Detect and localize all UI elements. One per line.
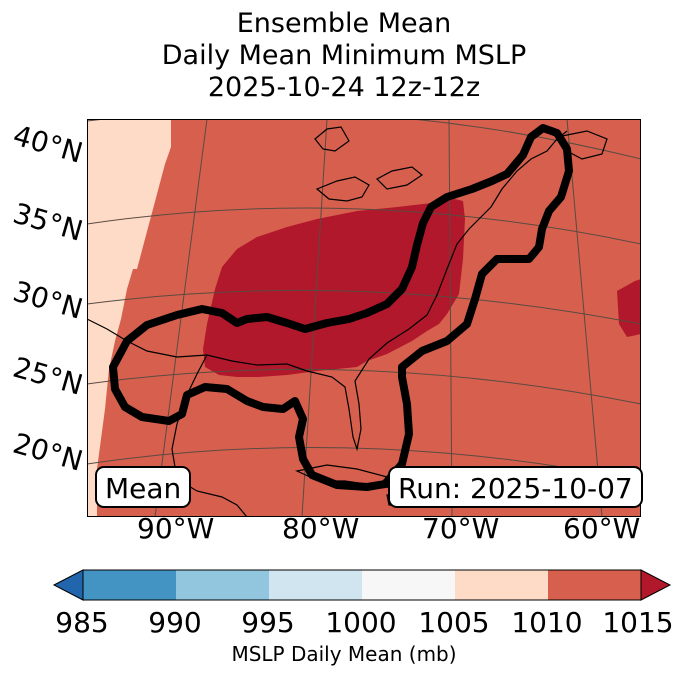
colorbar [52, 569, 672, 601]
title-line-1: Ensemble Mean [236, 8, 452, 39]
colorbar-bin-990 [176, 570, 269, 600]
lon-label-90w: 90°W [137, 512, 215, 545]
lat-label-40: 40°N [9, 118, 87, 170]
colorbar-over-arrow [640, 569, 672, 601]
colorbar-bin-1005 [455, 570, 548, 600]
colorbar-tick-1005: 1005 [418, 606, 490, 639]
colorbar-under-arrow [52, 569, 84, 601]
colorbar-tick-1010: 1010 [511, 606, 583, 639]
colorbar-bin-1000 [362, 570, 455, 600]
colorbar-tick-995: 995 [241, 606, 295, 639]
mean-label-box: Mean [95, 466, 192, 508]
lon-label-60w: 60°W [563, 512, 641, 545]
lat-label-35: 35°N [9, 196, 87, 248]
colorbar-tick-985: 985 [55, 606, 109, 639]
colorbar-tick-990: 990 [148, 606, 202, 639]
lon-label-70w: 70°W [422, 512, 500, 545]
map-panel [87, 119, 641, 517]
run-date-box: Run: 2025-10-07 [388, 466, 643, 508]
colorbar-tick-1015: 1015 [602, 606, 674, 639]
colorbar-bin-985 [83, 570, 176, 600]
title-line-3: 2025-10-24 12z-12z [207, 72, 481, 103]
colorbar-bin-995 [269, 570, 362, 600]
lat-label-30: 30°N [9, 274, 87, 326]
field-1005-1010-west [87, 119, 171, 517]
colorbar-tick-1000: 1000 [325, 606, 397, 639]
ensemble-contour [109, 124, 573, 491]
title-line-2: Daily Mean Minimum MSLP [161, 40, 527, 71]
field-1005-1010-north [125, 119, 171, 269]
colorbar-label: MSLP Daily Mean (mb) [231, 642, 457, 666]
lon-label-80w: 80°W [282, 512, 360, 545]
field-1015-plus [203, 199, 465, 377]
lat-label-25: 25°N [9, 350, 87, 402]
lat-label-20: 20°N [9, 426, 87, 478]
colorbar-bin-1010 [548, 570, 641, 600]
